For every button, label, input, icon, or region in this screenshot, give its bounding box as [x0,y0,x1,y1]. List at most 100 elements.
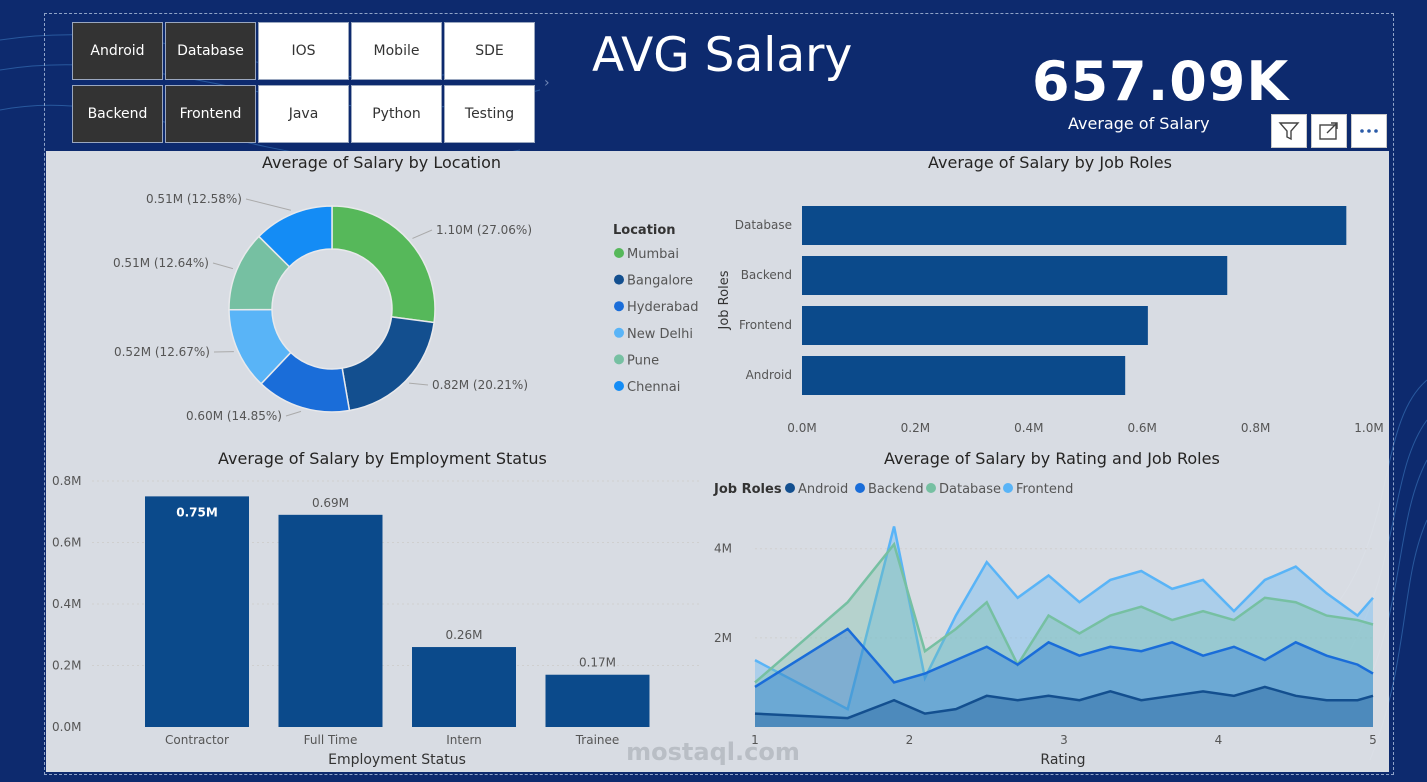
chevron-right-icon[interactable]: › [544,75,550,91]
status-category-label: Trainee [575,733,620,747]
slicer-item-android[interactable]: Android [72,22,163,80]
donut-leader-line [409,382,429,386]
donut-slice-mumbai [331,205,436,324]
status-data-label: 0.69M [312,496,349,510]
status-bar [545,674,650,727]
donut-data-label: 0.51M (12.64%) [113,256,209,270]
role-bar-chart-title: Average of Salary by Job Roles [928,153,1172,172]
slicer-item-mobile[interactable]: Mobile [351,22,442,80]
area-legend-item: Backend [868,482,924,497]
area-legend-item: Database [939,482,1001,497]
donut-leader-line [285,410,302,417]
legend-marker [614,274,624,285]
role-x-tick: 0.2M [901,421,930,435]
legend-item: Mumbai [627,247,679,262]
area-fill-android [755,686,1373,727]
donut-chart-title: Average of Salary by Location [262,153,502,172]
area-x-tick: 3 [1060,733,1068,747]
area-x-tick: 5 [1369,733,1377,747]
role-category-label: Android [746,368,792,382]
filter-button[interactable] [1271,114,1307,148]
role-category-label: Database [735,218,792,232]
legend-item: New Delhi [627,327,693,342]
area-legend-item: Android [798,482,848,497]
status-category-label: Full Time [304,733,358,747]
area-legend-marker [1003,483,1013,493]
focus-mode-button[interactable] [1311,114,1347,148]
focus-mode-icon [1319,122,1338,140]
donut-data-label: 0.52M (12.67%) [114,345,210,359]
status-y-tick: 0.8M [52,474,81,488]
legend-item: Chennai [627,380,680,395]
kpi-label: Average of Salary [1068,114,1210,133]
job-role-slicer: Android Database IOS Mobile SDE Backend Fronte… [72,22,536,144]
role-category-label: Frontend [739,318,792,332]
status-y-tick: 0.2M [52,659,81,673]
area-legend-marker [785,483,795,493]
role-x-tick: 0.0M [787,421,816,435]
area-x-tick: 1 [751,733,759,747]
status-bar-chart-title: Average of Salary by Employment Status [218,449,547,468]
area-y-tick: 2M [714,631,732,645]
status-category-label: Intern [446,733,482,747]
status-data-label: 0.75M [176,505,218,519]
canvas-frame [44,13,1394,775]
legend-marker [614,381,624,391]
donut-data-label: 0.51M (12.58%) [146,192,242,206]
area-fill-backend [755,628,1373,727]
status-y-tick: 0.0M [52,720,81,734]
area-x-tick: 4 [1215,733,1223,747]
area-line-database [754,541,1374,684]
donut-leader-line [412,229,433,239]
donut-slice-bangalore [341,316,435,412]
area-line-frontend [754,526,1374,712]
status-y-tick: 0.6M [52,536,81,550]
donut-data-label: 1.10M (27.06%) [436,223,532,237]
slicer-item-frontend[interactable]: Frontend [165,85,256,143]
status-bar [145,496,249,727]
area-legend-title: Job Roles [713,482,782,497]
legend-title: Location [613,223,676,238]
slicer-item-testing[interactable]: Testing [444,85,535,143]
legend-marker [614,354,624,365]
slicer-item-backend[interactable]: Backend [72,85,163,143]
role-x-tick: 0.8M [1241,421,1270,435]
role-category-label: Backend [741,268,792,282]
slicer-item-sde[interactable]: SDE [444,22,535,80]
status-bar [278,514,383,727]
donut-leader-line [245,198,291,211]
role-x-tick: 1.0M [1354,421,1383,435]
role-x-tick: 0.4M [1014,421,1043,435]
area-line-backend [754,627,1374,688]
slicer-item-java[interactable]: Java [258,85,349,143]
area-legend-marker [855,483,865,493]
role-bar [802,256,1228,295]
area-chart-title: Average of Salary by Rating and Job Role… [884,449,1220,468]
donut-data-label: 0.82M (20.21%) [432,378,528,392]
legend-item: Pune [627,353,659,368]
slicer-item-database[interactable]: Database [165,22,256,80]
status-data-label: 0.17M [579,656,616,670]
role-bar [802,306,1148,345]
page-title: AVG Salary [592,28,853,83]
slicer-item-python[interactable]: Python [351,85,442,143]
area-fill-database [755,544,1373,727]
area-x-axis-label: Rating [1040,752,1085,768]
role-y-axis-label: Job Roles [717,270,732,330]
status-bar [412,647,516,727]
status-data-label: 0.26M [445,628,482,642]
area-line-android [754,685,1374,720]
status-x-axis-label: Employment Status [328,752,466,768]
area-legend-item: Frontend [1016,482,1073,497]
legend-marker [614,301,624,312]
slicer-item-ios[interactable]: IOS [258,22,349,80]
donut-data-label: 0.60M (14.85%) [186,409,282,423]
area-legend-marker [926,483,936,493]
donut-slice-chennai [257,205,333,268]
filter-icon [1278,122,1300,141]
role-bar [802,206,1347,245]
more-options-button[interactable] [1351,114,1387,148]
status-category-label: Contractor [165,733,229,747]
area-y-tick: 4M [714,542,732,556]
